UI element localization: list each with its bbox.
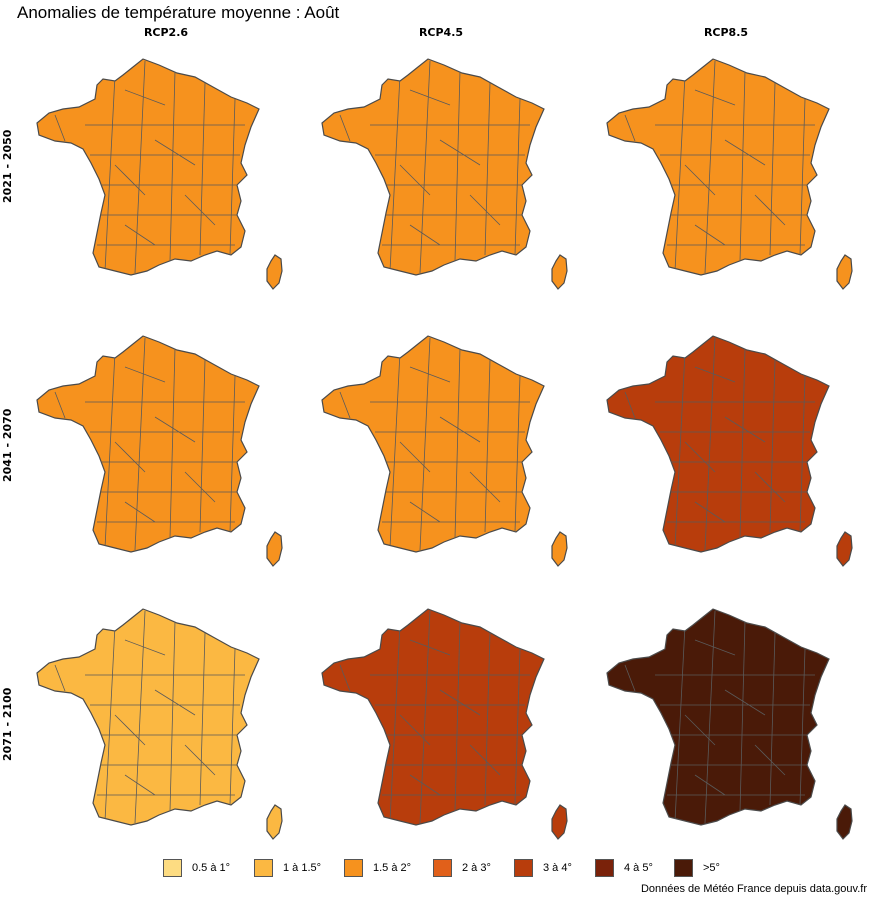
legend-swatch: [674, 859, 693, 877]
france-map-rcp4-5-2021-2050: [320, 45, 570, 295]
department-borders: [624, 337, 815, 551]
corsica-shape: [836, 531, 853, 567]
legend-item-3-4: 3 à 4°: [514, 858, 572, 878]
map-title: Anomalies de température moyenne : Août: [17, 3, 340, 22]
mainland-france-shape: [606, 58, 830, 276]
corsica-shape: [836, 804, 853, 840]
mainland-france-shape: [36, 335, 260, 553]
mainland-france-shape: [606, 608, 830, 826]
legend-label: >5°: [703, 862, 720, 874]
legend-label: 3 à 4°: [543, 862, 572, 874]
row-label-2041-2070: 2041 - 2070: [1, 408, 14, 482]
france-map-rcp8-5-2071-2100: [605, 595, 855, 845]
mainland-france-shape: [321, 58, 545, 276]
legend-item-2-3: 2 à 3°: [433, 858, 491, 878]
france-map-rcp4-5-2041-2070: [320, 322, 570, 572]
corsica-shape: [551, 254, 568, 290]
department-borders: [624, 610, 815, 824]
corsica-shape: [266, 254, 283, 290]
france-map-svg: [321, 335, 568, 567]
legend-swatch: [163, 859, 182, 877]
legend-item-gt-5: >5°: [674, 858, 720, 878]
legend-item-4-5: 4 à 5°: [595, 858, 653, 878]
france-map-rcp8-5-2041-2070: [605, 322, 855, 572]
legend-label: 2 à 3°: [462, 862, 491, 874]
row-label-2071-2100: 2071 - 2100: [1, 687, 14, 761]
france-map-rcp2-6-2021-2050: [35, 45, 285, 295]
data-source-credit: Données de Météo France depuis data.gouv…: [640, 883, 867, 895]
legend-swatch: [433, 859, 452, 877]
department-borders: [54, 337, 245, 551]
department-borders: [54, 610, 245, 824]
france-map-svg: [606, 608, 853, 840]
department-borders: [54, 60, 245, 274]
france-map-svg: [36, 58, 283, 290]
column-label-rcp26: RCP2.6: [143, 26, 189, 39]
corsica-shape: [266, 531, 283, 567]
column-label-rcp85: RCP8.5: [703, 26, 749, 39]
legend-item-1.5-2: 1.5 à 2°: [344, 858, 411, 878]
france-map-svg: [36, 335, 283, 567]
france-map-svg: [606, 58, 853, 290]
mainland-france-shape: [321, 608, 545, 826]
department-borders: [624, 60, 815, 274]
column-label-rcp45: RCP4.5: [418, 26, 464, 39]
corsica-shape: [836, 254, 853, 290]
france-map-rcp8-5-2021-2050: [605, 45, 855, 295]
legend-swatch: [344, 859, 363, 877]
legend-label: 4 à 5°: [624, 862, 653, 874]
legend-label: 1 à 1.5°: [283, 862, 322, 874]
row-label-2021-2050: 2021 - 2050: [1, 129, 14, 203]
department-borders: [339, 610, 530, 824]
legend-swatch: [254, 859, 273, 877]
legend-swatch: [595, 859, 614, 877]
department-borders: [339, 337, 530, 551]
mainland-france-shape: [36, 608, 260, 826]
corsica-shape: [551, 804, 568, 840]
legend-item-1-1.5: 1 à 1.5°: [254, 858, 321, 878]
department-borders: [339, 60, 530, 274]
corsica-shape: [266, 804, 283, 840]
mainland-france-shape: [321, 335, 545, 553]
legend-label: 1.5 à 2°: [373, 862, 412, 874]
mainland-france-shape: [36, 58, 260, 276]
france-map-svg: [321, 608, 568, 840]
legend: 0.5 à 1° 1 à 1.5° 1.5 à 2° 2 à 3° 3 à 4°…: [0, 856, 879, 880]
legend-label: 0.5 à 1°: [192, 862, 231, 874]
legend-swatch: [514, 859, 533, 877]
corsica-shape: [551, 531, 568, 567]
france-map-svg: [321, 58, 568, 290]
france-map-rcp2-6-2041-2070: [35, 322, 285, 572]
france-map-rcp4-5-2071-2100: [320, 595, 570, 845]
mainland-france-shape: [606, 335, 830, 553]
france-map-svg: [606, 335, 853, 567]
legend-item-0.5-1: 0.5 à 1°: [163, 858, 230, 878]
france-map-svg: [36, 608, 283, 840]
france-map-rcp2-6-2071-2100: [35, 595, 285, 845]
